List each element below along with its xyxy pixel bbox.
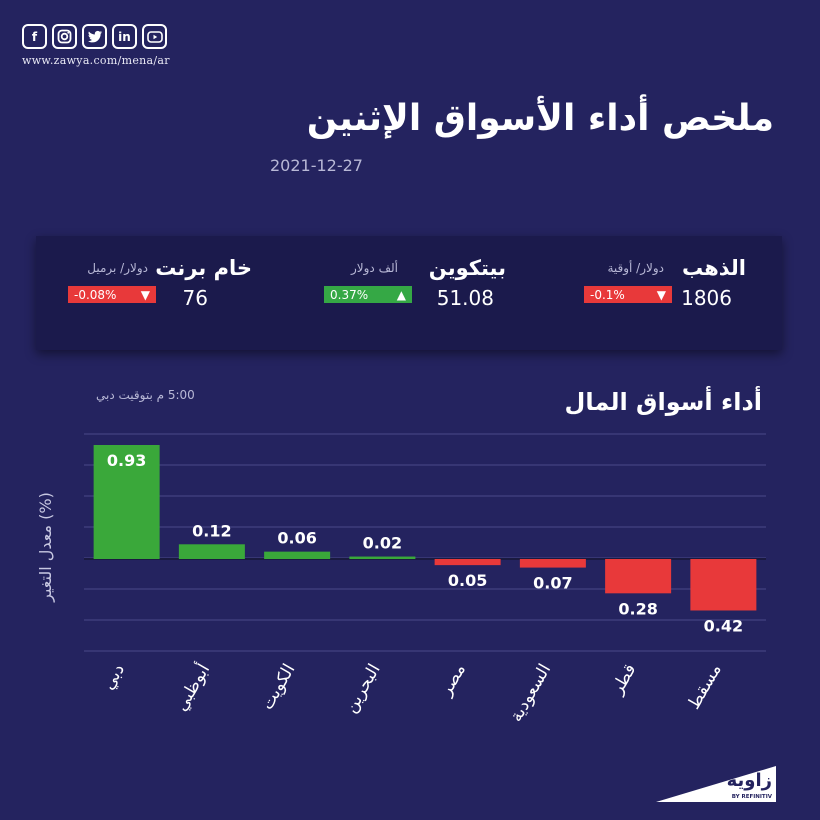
- zawya-logo: زاوية BY REFINITIV: [656, 766, 776, 802]
- bar-2: [178, 544, 245, 559]
- change-value: 0.37%: [330, 287, 369, 302]
- commodity-name: بيتكوين: [428, 256, 506, 280]
- commodities-panel: الذهب دولار/ أوقية 1806 -0.1% ▼ بيتكوين …: [36, 236, 782, 350]
- commodity-bitcoin: بيتكوين ألف دولار 51.08 0.37% ▲: [286, 256, 506, 328]
- change-badge: -0.1% ▼: [584, 286, 672, 303]
- commodity-name: الذهب: [681, 256, 746, 280]
- bar-5: [434, 559, 501, 566]
- change-value: -0.08%: [74, 287, 117, 302]
- arrow-down-icon: ▼: [140, 287, 150, 302]
- bar-7: [605, 559, 672, 594]
- arrow-down-icon: ▼: [656, 287, 666, 302]
- linkedin-icon[interactable]: in: [112, 24, 137, 49]
- commodity-unit: دولار/ أوقية: [607, 261, 664, 275]
- data-label: 0.05: [448, 571, 487, 590]
- bar-4: [349, 556, 416, 559]
- facebook-icon[interactable]: f: [22, 24, 47, 49]
- commodity-unit: دولار/ برميل: [87, 261, 148, 275]
- data-label: 0.06: [277, 529, 316, 548]
- category-label: الكويت: [257, 661, 299, 714]
- bar-1: [93, 445, 160, 559]
- category-label: البحرين: [341, 661, 385, 717]
- commodity-value: 76: [182, 286, 208, 310]
- arrow-up-icon: ▲: [396, 287, 406, 302]
- commodity-value: 51.08: [436, 286, 494, 310]
- bar-3: [264, 551, 331, 559]
- data-label: 0.07: [533, 574, 572, 593]
- social-icons: f in: [22, 24, 167, 49]
- instagram-icon[interactable]: [52, 24, 77, 49]
- change-badge: -0.08% ▼: [68, 286, 156, 303]
- time-note: 5:00 م بتوقيت دبي: [96, 388, 195, 402]
- data-label: 0.93: [107, 451, 146, 470]
- data-label: 0.02: [363, 534, 402, 553]
- category-label: أبوظبي: [170, 660, 215, 715]
- category-label: السعودية: [506, 661, 555, 726]
- markets-title: أداء أسواق المال: [564, 388, 762, 416]
- category-label: دبي: [98, 661, 129, 694]
- bar-8: [690, 559, 757, 611]
- report-date: 2021-12-27: [270, 156, 363, 175]
- data-label: 0.42: [704, 616, 743, 635]
- logo-brand: زاوية: [727, 770, 772, 791]
- change-badge: 0.37% ▲: [324, 286, 412, 303]
- category-label: مسقط: [684, 661, 726, 713]
- category-label: قطر: [607, 661, 641, 699]
- site-url[interactable]: www.zawya.com/mena/ar: [22, 54, 170, 67]
- commodity-brent: خام برنت دولار/ برميل 76 -0.08% ▼: [36, 256, 256, 328]
- data-label: 0.28: [618, 599, 657, 618]
- category-label: مصر: [436, 661, 470, 701]
- page-title: ملخص أداء الأسواق الإثنين: [306, 98, 774, 139]
- bar-6: [519, 559, 586, 568]
- twitter-icon[interactable]: [82, 24, 107, 49]
- youtube-icon[interactable]: [142, 24, 167, 49]
- data-label: 0.12: [192, 521, 231, 540]
- commodity-unit: ألف دولار: [350, 261, 398, 275]
- commodity-name: خام برنت: [155, 256, 252, 280]
- change-value: -0.1%: [590, 287, 625, 302]
- commodity-gold: الذهب دولار/ أوقية 1806 -0.1% ▼: [526, 256, 746, 328]
- logo-sub: BY REFINITIV: [732, 794, 773, 800]
- commodity-value: 1806: [681, 286, 732, 310]
